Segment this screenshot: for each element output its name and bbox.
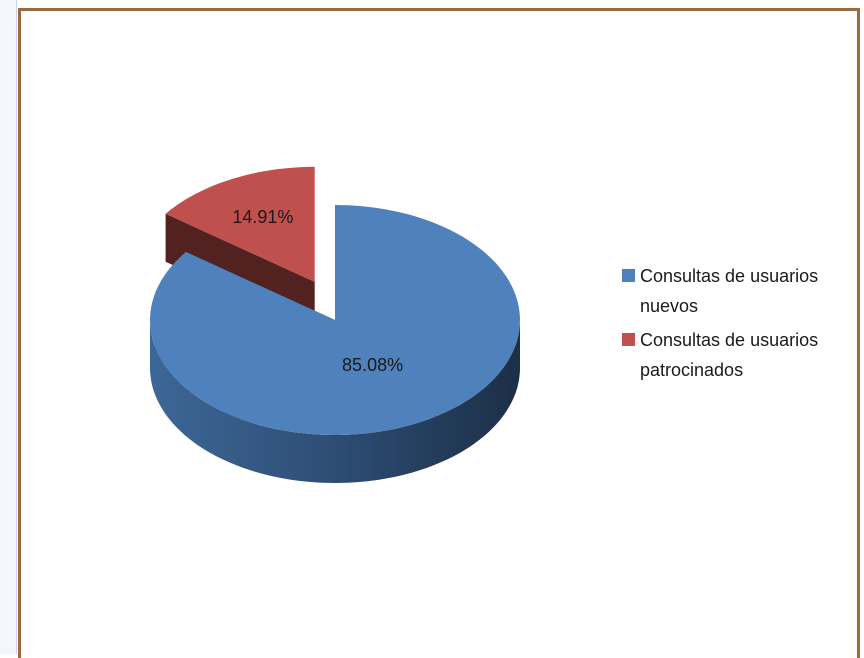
spreadsheet-edge bbox=[0, 0, 17, 654]
legend-label: Consultas de usuarios nuevos bbox=[640, 266, 819, 316]
slice bbox=[150, 205, 520, 435]
slice bbox=[165, 166, 315, 282]
data-label: 85.08% bbox=[342, 355, 403, 375]
chart-frame bbox=[18, 8, 860, 658]
data-label: 14.91% bbox=[232, 207, 293, 227]
legend-swatch bbox=[622, 333, 635, 346]
legend-swatch bbox=[622, 269, 635, 282]
slice-side bbox=[150, 320, 520, 483]
legend-label: Consultas de usuarios patrocinados bbox=[640, 330, 819, 380]
